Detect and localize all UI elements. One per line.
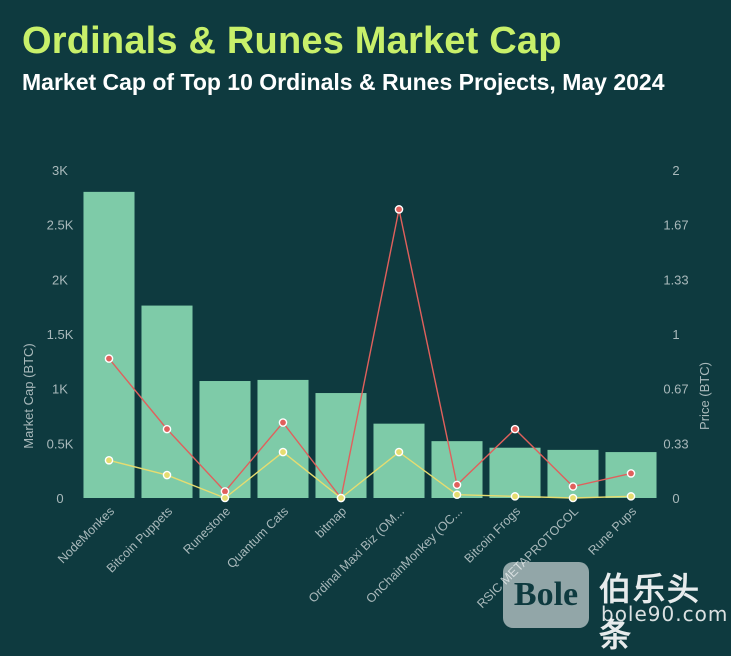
line-0-point-9 bbox=[626, 469, 636, 478]
line-1-point-5 bbox=[394, 447, 404, 457]
y-left-tick-label: 0.5K bbox=[47, 436, 74, 451]
x-tick-label: Ordinal Maxi Biz (OM... bbox=[306, 504, 407, 605]
x-tick-label: Bitcoin Frogs bbox=[462, 504, 523, 565]
line-0-point-6 bbox=[452, 480, 462, 490]
watermark-logo: Bole bbox=[503, 562, 589, 628]
y-right-tick-label: 0 bbox=[672, 491, 679, 506]
line-1-point-0 bbox=[104, 455, 114, 465]
watermark-url: bole90.com bbox=[601, 602, 729, 626]
y-right-tick-label: 1.67 bbox=[663, 218, 688, 233]
x-tick-label: Quantum Cats bbox=[224, 504, 291, 571]
x-tick-label: NodeMonkes bbox=[55, 504, 117, 566]
watermark: Bole 伯乐头条 bole90.com bbox=[503, 562, 731, 654]
line-0-point-8 bbox=[568, 482, 578, 491]
x-tick-label: bitmap bbox=[313, 504, 349, 540]
x-tick-label: OnChainMonkey (OC... bbox=[363, 504, 465, 606]
y-right-tick-label: 0.33 bbox=[663, 436, 688, 451]
y-axis-right-ticks: 0 0.33 0.67 1 1.33 1.67 2 bbox=[663, 163, 688, 506]
line-1-point-1 bbox=[162, 470, 172, 480]
line-0-path bbox=[108, 209, 632, 500]
y-left-tick-label: 1K bbox=[52, 382, 68, 397]
y-left-tick-label: 2.5K bbox=[47, 218, 74, 233]
line-1-point-7 bbox=[510, 492, 520, 501]
line-0-point-1 bbox=[162, 424, 172, 434]
y-right-tick-label: 2 bbox=[672, 163, 679, 178]
bar-0 bbox=[83, 191, 135, 498]
y-axis-left-ticks: 0 0.5K 1K 1.5K 2K 2.5K 3K bbox=[47, 163, 74, 506]
x-tick-label: Runestone bbox=[180, 504, 233, 557]
y-axis-right-label: Price (BTC) bbox=[697, 362, 712, 430]
y-left-tick-label: 2K bbox=[52, 272, 68, 287]
chart-subtitle: Market Cap of Top 10 Ordinals & Runes Pr… bbox=[22, 69, 665, 95]
bar-7 bbox=[489, 447, 541, 498]
line-0-point-3 bbox=[278, 418, 288, 427]
line-1-point-4 bbox=[336, 493, 346, 503]
line-1-path bbox=[108, 451, 632, 499]
line-1-point-2 bbox=[220, 493, 230, 503]
line-series bbox=[104, 205, 636, 503]
y-right-tick-label: 0.67 bbox=[663, 382, 688, 397]
y-left-tick-label: 3K bbox=[52, 163, 68, 178]
y-right-tick-label: 1.33 bbox=[663, 272, 688, 287]
line-1-point-6 bbox=[452, 490, 462, 500]
bar-series bbox=[83, 191, 657, 498]
chart-title: Ordinals & Runes Market Cap bbox=[22, 20, 562, 62]
y-left-tick-label: 0 bbox=[56, 491, 63, 506]
y-right-tick-label: 1 bbox=[672, 327, 679, 342]
bar-6 bbox=[431, 441, 483, 498]
line-1-point-3 bbox=[278, 447, 288, 457]
bar-5 bbox=[373, 423, 425, 498]
line-0-point-7 bbox=[510, 424, 520, 434]
x-tick-label: Rune Pups bbox=[585, 504, 639, 558]
bar-2 bbox=[199, 381, 251, 498]
y-left-tick-label: 1.5K bbox=[47, 327, 74, 342]
bar-3 bbox=[257, 379, 309, 498]
line-1-point-8 bbox=[568, 493, 578, 503]
line-0-point-0 bbox=[104, 354, 114, 363]
line-1-point-9 bbox=[626, 492, 636, 501]
bar-1 bbox=[141, 305, 193, 498]
line-0-point-5 bbox=[394, 205, 404, 214]
y-axis-left-label: Market Cap (BTC) bbox=[21, 343, 36, 448]
